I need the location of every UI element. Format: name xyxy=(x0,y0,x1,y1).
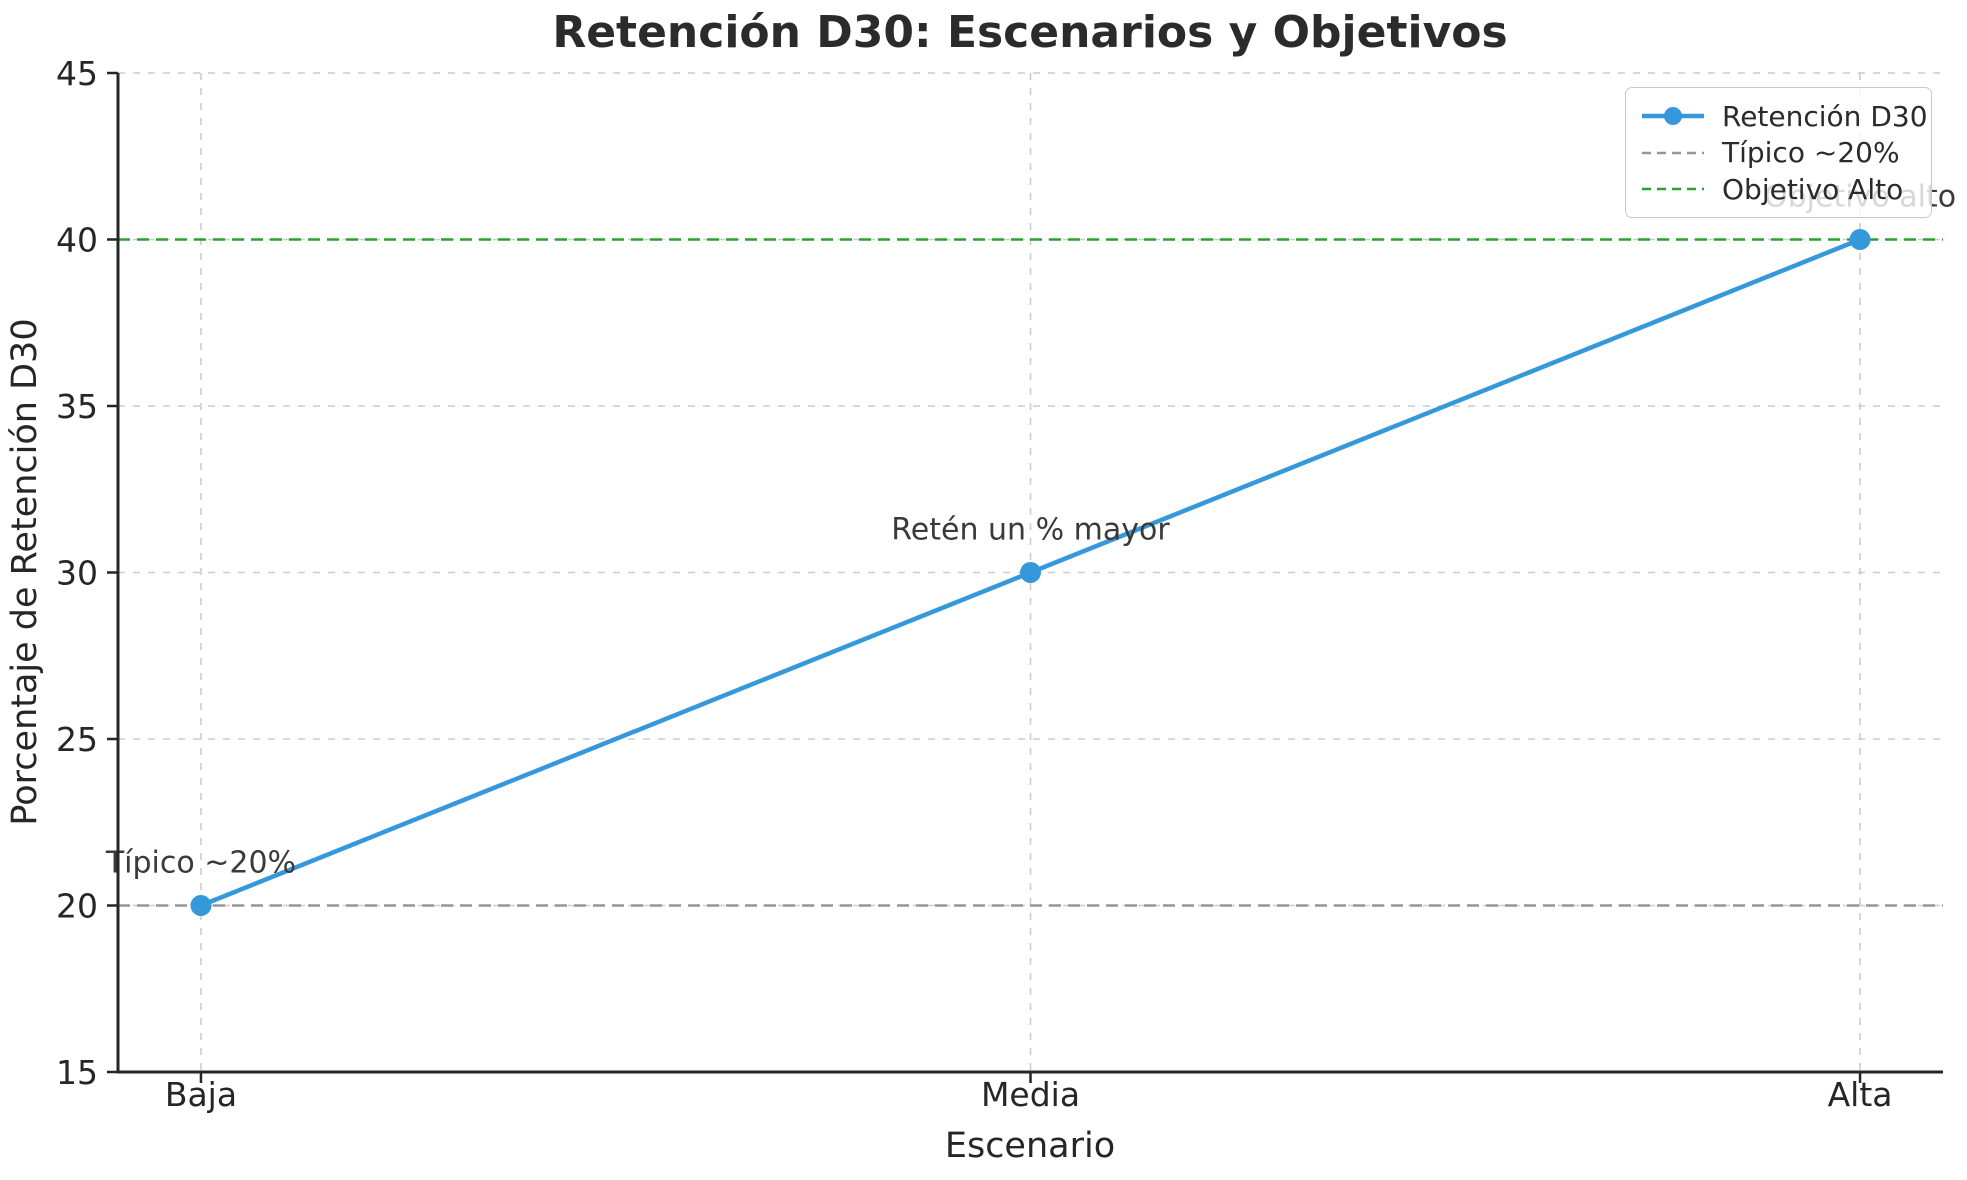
legend: Retención D30 Típico ~20% Objetivo Alto xyxy=(1625,87,1932,218)
data-point xyxy=(190,895,212,916)
legend-line-marker-sample-icon xyxy=(1642,107,1704,125)
y-tick-label: 35 xyxy=(56,387,98,426)
y-tick-label: 40 xyxy=(56,221,98,260)
axis-layer: 15 20 25 30 35 40 45 Baja Media Alta xyxy=(56,54,1943,1114)
legend-dashed-line-sample-icon xyxy=(1642,187,1704,191)
point-annotation: Típico ~20% xyxy=(105,846,296,881)
data-point xyxy=(1020,562,1041,583)
point-annotation: Retén un % mayor xyxy=(891,513,1170,548)
y-tick-label: 20 xyxy=(56,887,98,926)
x-tick-label: Media xyxy=(981,1075,1080,1114)
legend-label: Retención D30 xyxy=(1722,99,1928,133)
legend-label: Objetivo Alto xyxy=(1722,172,1904,206)
chart-title: Retención D30: Escenarios y Objetivos xyxy=(552,7,1507,58)
series-layer xyxy=(190,229,1871,916)
reference-lines-layer xyxy=(118,238,1943,907)
y-tick-label: 15 xyxy=(56,1053,98,1092)
y-tick-label: 45 xyxy=(56,54,98,93)
legend-dashed-line-sample-icon xyxy=(1642,151,1704,154)
y-axis-label: Porcentaje de Retención D30 xyxy=(5,318,45,825)
legend-entry: Retención D30 xyxy=(1640,98,1928,134)
x-tick-label: Alta xyxy=(1828,1075,1893,1114)
legend-entry: Objetivo Alto xyxy=(1640,171,1919,207)
legend-label: Típico ~20% xyxy=(1722,136,1900,169)
y-tick-label: 30 xyxy=(56,554,98,593)
data-point xyxy=(1849,229,1871,250)
x-tick-label: Baja xyxy=(165,1075,237,1114)
x-axis-label: Escenario xyxy=(945,1126,1115,1166)
y-tick-label: 25 xyxy=(56,720,98,759)
legend-entry: Típico ~20% xyxy=(1640,135,1919,171)
